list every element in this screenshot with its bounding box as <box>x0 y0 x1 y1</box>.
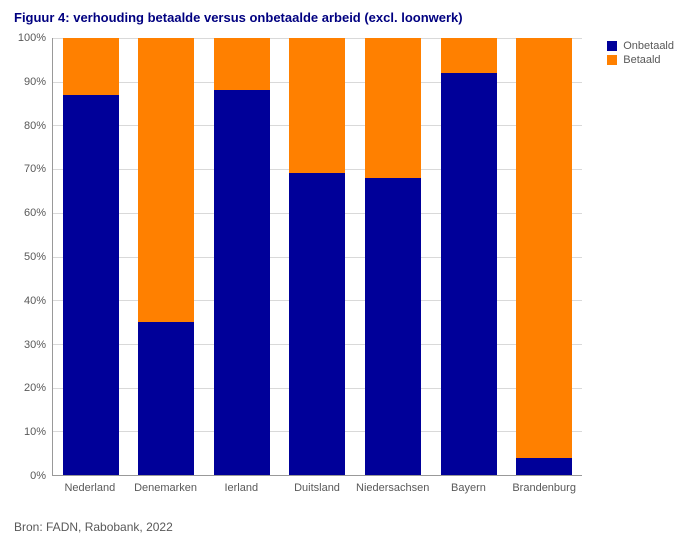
y-tick-label: 0% <box>12 470 46 482</box>
legend-label: Betaald <box>623 54 660 66</box>
bar-segment-onbetaald <box>516 458 572 475</box>
bar-segment-onbetaald <box>441 73 497 475</box>
y-tick-label: 50% <box>12 251 46 263</box>
x-tick-label: Ierland <box>224 482 258 494</box>
legend: Onbetaald Betaald <box>607 40 674 68</box>
y-tick-label: 60% <box>12 207 46 219</box>
bar-segment-betaald <box>289 38 345 173</box>
y-tick-label: 70% <box>12 163 46 175</box>
x-tick-label: Niedersachsen <box>356 482 429 494</box>
bar <box>441 38 497 475</box>
bar-segment-betaald <box>63 38 119 95</box>
legend-item-betaald: Betaald <box>607 54 674 66</box>
bar <box>289 38 345 475</box>
bar <box>63 38 119 475</box>
y-tick-label: 100% <box>12 32 46 44</box>
bar <box>516 38 572 475</box>
bar-segment-betaald <box>365 38 421 178</box>
bar <box>138 38 194 475</box>
x-tick-label: Duitsland <box>294 482 340 494</box>
y-tick-label: 10% <box>12 426 46 438</box>
y-tick-label: 90% <box>12 76 46 88</box>
bar-segment-onbetaald <box>214 90 270 475</box>
bar-segment-onbetaald <box>63 95 119 475</box>
legend-swatch <box>607 55 617 65</box>
chart-area: 100% 90% 80% 70% 60% 50% 40% 30% 20% 10%… <box>14 38 678 498</box>
bar <box>365 38 421 475</box>
bar-segment-betaald <box>441 38 497 73</box>
bar-segment-onbetaald <box>289 173 345 475</box>
y-tick-label: 20% <box>12 382 46 394</box>
bar-segment-betaald <box>516 38 572 458</box>
x-tick-label: Bayern <box>451 482 486 494</box>
bar-segment-betaald <box>214 38 270 90</box>
source-text: Bron: FADN, Rabobank, 2022 <box>14 520 173 534</box>
x-tick-label: Denemarken <box>134 482 197 494</box>
y-tick-label: 30% <box>12 339 46 351</box>
bar <box>214 38 270 475</box>
plot-region <box>52 38 582 476</box>
bar-segment-onbetaald <box>365 178 421 475</box>
bars-container <box>53 38 582 475</box>
y-tick-label: 40% <box>12 295 46 307</box>
chart-title: Figuur 4: verhouding betaalde versus onb… <box>0 0 692 25</box>
bar-segment-betaald <box>138 38 194 322</box>
legend-label: Onbetaald <box>623 40 674 52</box>
y-tick-label: 80% <box>12 120 46 132</box>
x-tick-label: Nederland <box>64 482 115 494</box>
x-tick-label: Brandenburg <box>512 482 576 494</box>
legend-swatch <box>607 41 617 51</box>
legend-item-onbetaald: Onbetaald <box>607 40 674 52</box>
bar-segment-onbetaald <box>138 322 194 475</box>
